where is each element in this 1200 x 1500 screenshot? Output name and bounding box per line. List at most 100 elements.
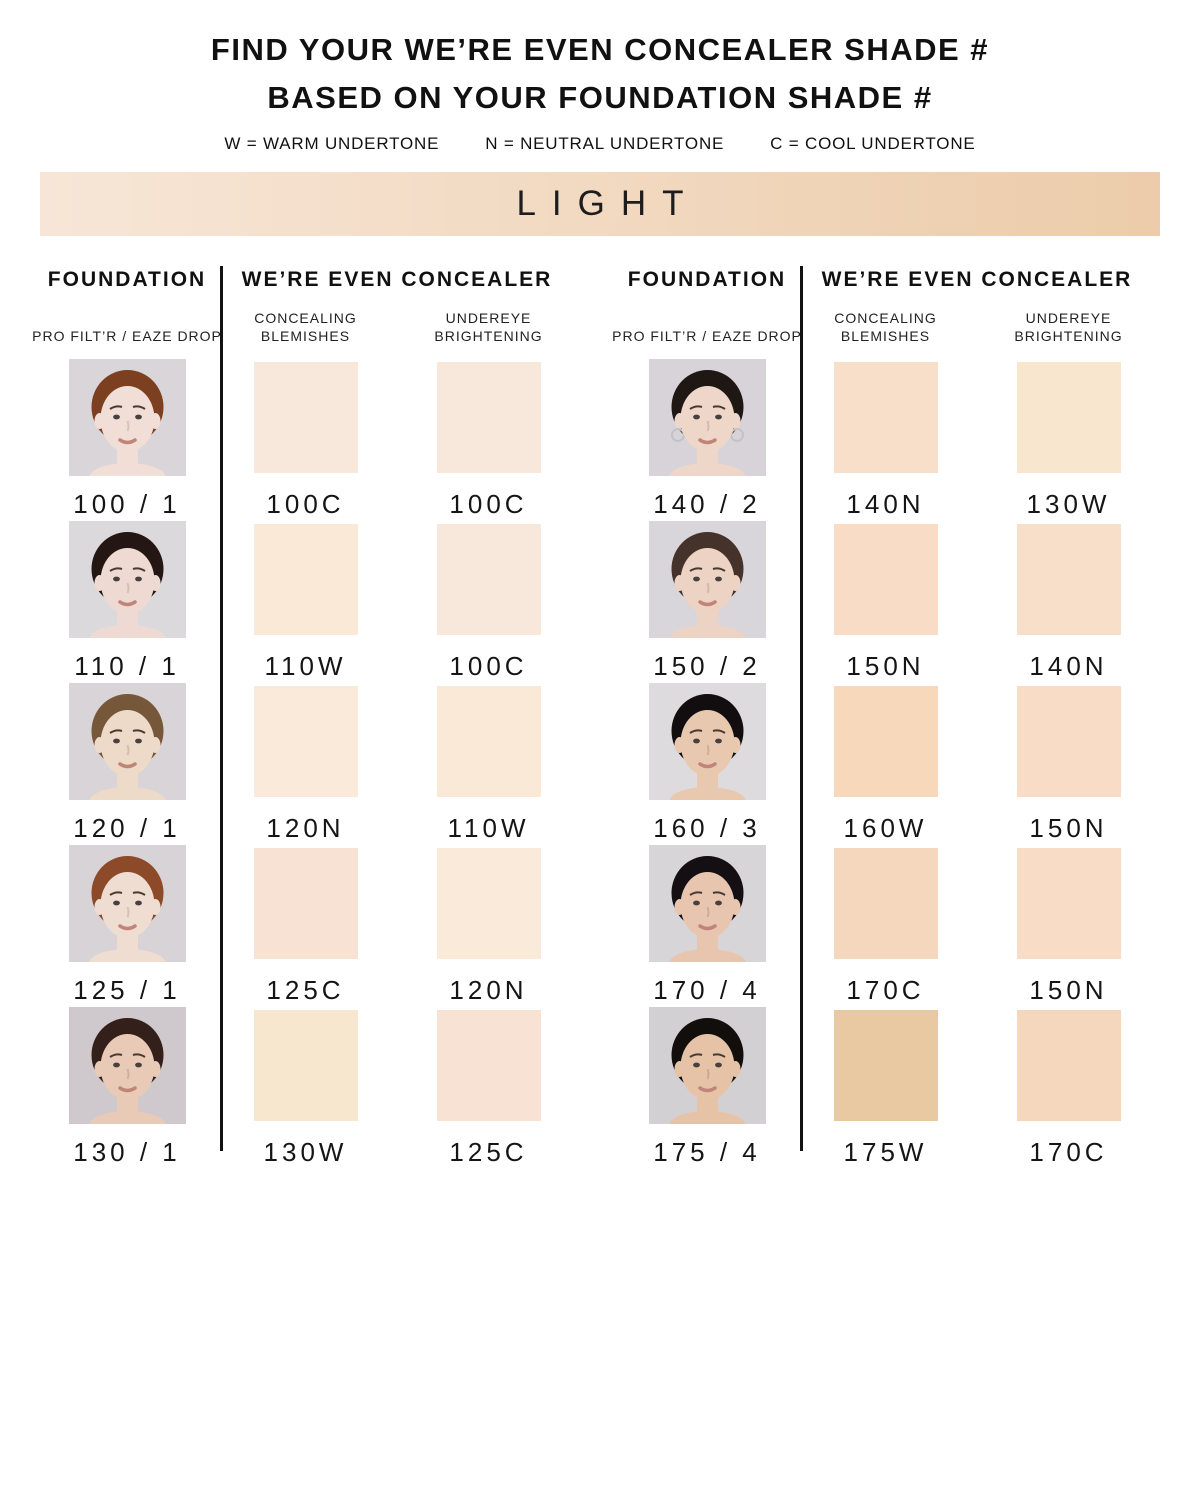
foundation-shade-label: 130 / 1: [73, 1137, 181, 1167]
foundation-subheader: PRO FILT’R / EAZE DROP: [612, 328, 802, 344]
page-title-line1: FIND YOUR WE’RE EVEN CONCEALER SHADE #: [210, 32, 990, 67]
foundation-shade-label: 150 / 2: [653, 651, 761, 681]
concealing-shade-label: 175W: [843, 1137, 928, 1167]
face-photo: [68, 1007, 186, 1124]
undereye-swatch: [436, 362, 541, 473]
concealing-shade-label: 130W: [263, 1137, 348, 1167]
foundation-subheader: PRO FILT’R / EAZE DROP: [32, 328, 222, 344]
concealing-shade-label: 125C: [266, 975, 345, 1005]
table-row: 130 / 1: [40, 1007, 214, 1169]
table-row: 120 / 1: [40, 683, 214, 845]
concealing-shade-label: 170C: [846, 975, 925, 1005]
table-row: 140N: [977, 521, 1160, 683]
vertical-divider: [800, 266, 803, 1151]
foundation-header: FOUNDATION: [627, 268, 787, 291]
table-row: 110W: [214, 521, 397, 683]
undereye-shade-label: 150N: [1029, 975, 1108, 1005]
undereye-shade-label: 150N: [1029, 813, 1108, 843]
undereye-shade-label: 125C: [449, 1137, 528, 1167]
table-row: 175W: [794, 1007, 977, 1169]
table-row: 140 / 2: [620, 359, 794, 521]
table-row: 125C: [397, 1007, 580, 1169]
undereye-shade-label: 130W: [1026, 489, 1111, 519]
concealing-swatch: [253, 362, 358, 473]
face-photo: [68, 683, 186, 800]
concealing-subheader: CONCEALING BLEMISHES: [834, 310, 937, 344]
undereye-shade-label: 170C: [1029, 1137, 1108, 1167]
concealing-swatch: [833, 1010, 938, 1121]
undereye-swatch: [1016, 362, 1121, 473]
undereye-subheader: UNDEREYE BRIGHTENING: [434, 310, 543, 344]
face-photo: [68, 521, 186, 638]
table-row: 150N: [977, 683, 1160, 845]
concealing-shade-label: 140N: [846, 489, 925, 519]
table-row: 150N: [977, 845, 1160, 1007]
table-row: 120N: [214, 683, 397, 845]
undereye-swatch: [1016, 1010, 1121, 1121]
undereye-subheader: UNDEREYE BRIGHTENING: [1014, 310, 1123, 344]
undereye-shade-label: 110W: [447, 813, 530, 843]
concealing-shade-label: 150N: [846, 651, 925, 681]
table-row: 140N: [794, 359, 977, 521]
face-photo: [648, 1007, 766, 1124]
table-row: 100C: [397, 359, 580, 521]
table-row: 150 / 2: [620, 521, 794, 683]
shade-group-left: FOUNDATION WE’RE EVEN CONCEALER PRO FILT…: [32, 266, 580, 1169]
legend-warm: W = WARM UNDERTONE: [224, 134, 440, 153]
undertone-legend: W = WARM UNDERTONE N = NEUTRAL UNDERTONE…: [0, 134, 1200, 154]
face-photo: [68, 359, 186, 476]
concealer-header: WE’RE EVEN CONCEALER: [821, 268, 1133, 291]
table-row: 100 / 1: [40, 359, 214, 521]
table-row: 125C: [214, 845, 397, 1007]
shade-group-right: FOUNDATION WE’RE EVEN CONCEALER PRO FILT…: [612, 266, 1160, 1169]
foundation-shade-label: 140 / 2: [653, 489, 761, 519]
table-row: 160 / 3: [620, 683, 794, 845]
page-title-line2: BASED ON YOUR FOUNDATION SHADE #: [267, 80, 933, 115]
page-title: FIND YOUR WE’RE EVEN CONCEALER SHADE # B…: [0, 26, 1200, 122]
concealing-subheader: CONCEALING BLEMISHES: [254, 310, 357, 344]
light-banner-label: LIGHT: [516, 184, 700, 223]
undereye-swatch: [436, 1010, 541, 1121]
face-photo: [648, 359, 766, 476]
table-row: 170C: [794, 845, 977, 1007]
foundation-shade-label: 125 / 1: [73, 975, 181, 1005]
undereye-swatch: [436, 848, 541, 959]
foundation-shade-label: 100 / 1: [73, 489, 181, 519]
table-row: 150N: [794, 521, 977, 683]
concealing-swatch: [253, 686, 358, 797]
concealing-swatch: [253, 1010, 358, 1121]
concealing-swatch: [253, 524, 358, 635]
concealing-shade-label: 110W: [264, 651, 347, 681]
concealing-swatch: [253, 848, 358, 959]
table-row: 130W: [977, 359, 1160, 521]
undereye-shade-label: 120N: [449, 975, 528, 1005]
table-row: 110 / 1: [40, 521, 214, 683]
table-row: 100C: [397, 521, 580, 683]
foundation-shade-label: 120 / 1: [73, 813, 181, 843]
legend-neutral: N = NEUTRAL UNDERTONE: [485, 134, 725, 153]
table-row: 170 / 4: [620, 845, 794, 1007]
undereye-swatch: [1016, 686, 1121, 797]
table-row: 125 / 1: [40, 845, 214, 1007]
foundation-shade-label: 110 / 1: [74, 651, 180, 681]
concealing-shade-label: 100C: [266, 489, 345, 519]
table-row: 170C: [977, 1007, 1160, 1169]
concealing-shade-label: 160W: [843, 813, 928, 843]
undereye-shade-label: 100C: [449, 651, 528, 681]
undereye-swatch: [436, 686, 541, 797]
face-photo: [648, 845, 766, 962]
table-row: 160W: [794, 683, 977, 845]
legend-cool: C = COOL UNDERTONE: [770, 134, 976, 153]
table-row: 120N: [397, 845, 580, 1007]
undereye-swatch: [436, 524, 541, 635]
undereye-shade-label: 140N: [1029, 651, 1108, 681]
foundation-shade-label: 175 / 4: [653, 1137, 761, 1167]
undereye-swatch: [1016, 848, 1121, 959]
vertical-divider: [220, 266, 223, 1151]
face-photo: [648, 683, 766, 800]
table-row: 175 / 4: [620, 1007, 794, 1169]
light-banner: LIGHT: [40, 172, 1160, 236]
face-photo: [68, 845, 186, 962]
foundation-shade-label: 160 / 3: [653, 813, 761, 843]
